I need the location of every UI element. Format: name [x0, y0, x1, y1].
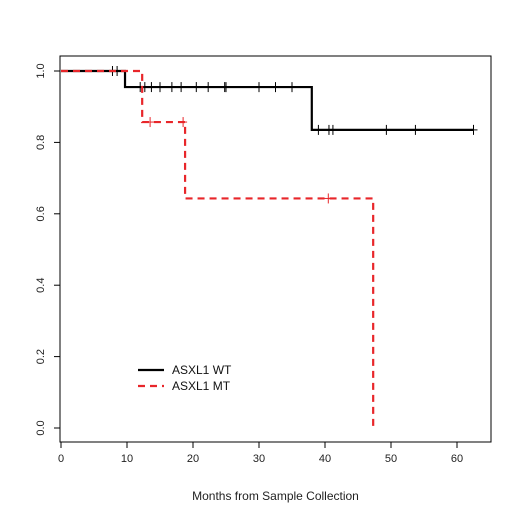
x-axis-title: Months from Sample Collection: [192, 489, 359, 503]
legend-label: ASXL1 MT: [172, 379, 231, 393]
series-asxl1-mt: [61, 69, 375, 428]
y-tick-label: 0.2: [35, 349, 47, 364]
x-tick-label: 10: [121, 453, 133, 465]
survival-step-line: [61, 69, 474, 132]
y-tick-label: 0.6: [35, 206, 47, 221]
series-layer: [61, 66, 478, 428]
y-tick-label: 0.8: [35, 135, 47, 150]
series-asxl1-wt: [61, 66, 478, 135]
x-tick-label: 0: [58, 453, 64, 465]
y-tick-label: 0.0: [35, 420, 47, 435]
x-axis: 0 10 20 30 40 50 60: [58, 442, 463, 465]
x-tick-label: 20: [187, 453, 199, 465]
plot-frame: [59, 55, 492, 443]
legend-label: ASXL1 WT: [172, 363, 232, 377]
legend: ASXL1 WT ASXL1 MT: [138, 363, 232, 393]
y-tick-label: 1.0: [35, 63, 47, 78]
y-tick-label: 0.4: [35, 278, 47, 293]
y-axis: 0.0 0.2 0.4 0.6 0.8 1.0: [35, 63, 60, 436]
x-tick-label: 60: [451, 453, 463, 465]
x-tick-label: 50: [385, 453, 397, 465]
x-tick-label: 30: [253, 453, 265, 465]
x-tick-label: 40: [319, 453, 331, 465]
